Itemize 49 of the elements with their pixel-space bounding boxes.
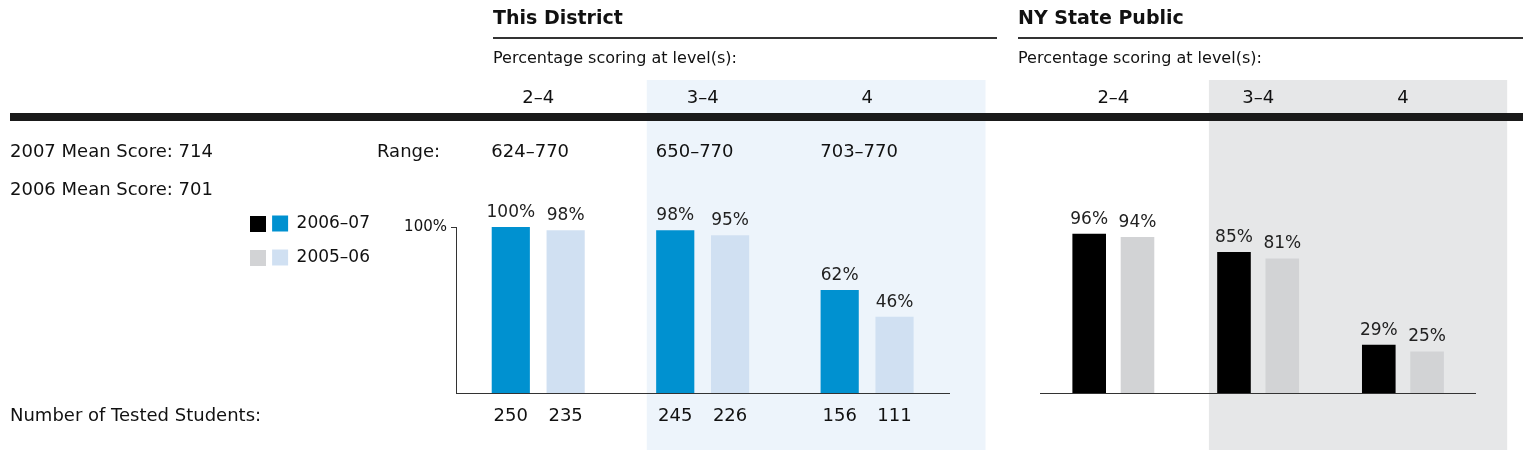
bar: [1072, 233, 1106, 393]
bar: [875, 316, 914, 393]
x-tick-label: 4: [1397, 85, 1409, 107]
data-label: 85%: [1215, 225, 1253, 246]
legend-label: 2005–06: [296, 245, 371, 266]
data-label: 100%: [486, 200, 536, 221]
text: Number of Tested Students:: [10, 404, 262, 425]
bar: [1217, 251, 1251, 393]
text: 245: [657, 404, 694, 425]
bar: [1120, 236, 1155, 393]
bar: [656, 230, 695, 393]
data-label: 25%: [1408, 325, 1446, 346]
data-label: 81%: [1263, 232, 1302, 253]
data-label: 29%: [1359, 318, 1398, 339]
text: 650–770: [655, 140, 734, 161]
text: 235: [547, 404, 584, 425]
legend-label: 2006–07: [296, 211, 371, 232]
x-tick-label: 3–4: [1242, 85, 1275, 107]
bar: [1410, 351, 1444, 393]
data-label: 95%: [711, 209, 749, 230]
bar: [1265, 258, 1300, 393]
bar: [820, 290, 859, 393]
chart-title: This District: [493, 6, 623, 28]
text: 111: [876, 404, 913, 425]
text: 226: [711, 404, 749, 425]
chart-subtitle: Percentage scoring at level(s):: [1018, 48, 1262, 67]
text: 624–770: [491, 140, 570, 161]
text: 156: [821, 404, 858, 425]
x-tick-label: 4: [861, 85, 873, 107]
text: 2006 Mean Score: 701: [10, 178, 213, 199]
data-label: 98%: [656, 204, 695, 225]
text: 2007 Mean Score: 714: [10, 140, 213, 161]
data-label: 62%: [820, 264, 859, 284]
data-label: 96%: [1070, 207, 1109, 228]
data-label: 98%: [546, 204, 585, 225]
data-label: 46%: [875, 290, 914, 311]
bar: [1361, 344, 1396, 393]
chart-subtitle: Percentage scoring at level(s):: [493, 48, 737, 67]
bar: [491, 227, 530, 393]
bar: [711, 235, 750, 393]
x-tick-label: 2–4: [522, 85, 555, 107]
text: 250: [492, 404, 529, 425]
x-tick-label: 2–4: [1097, 85, 1130, 107]
text: Range:: [377, 140, 441, 161]
chart-title: NY State Public: [1018, 6, 1184, 28]
bar: [546, 230, 585, 393]
text: 703–770: [820, 140, 898, 161]
x-tick-label: 3–4: [686, 85, 719, 107]
data-label: 94%: [1118, 210, 1157, 231]
